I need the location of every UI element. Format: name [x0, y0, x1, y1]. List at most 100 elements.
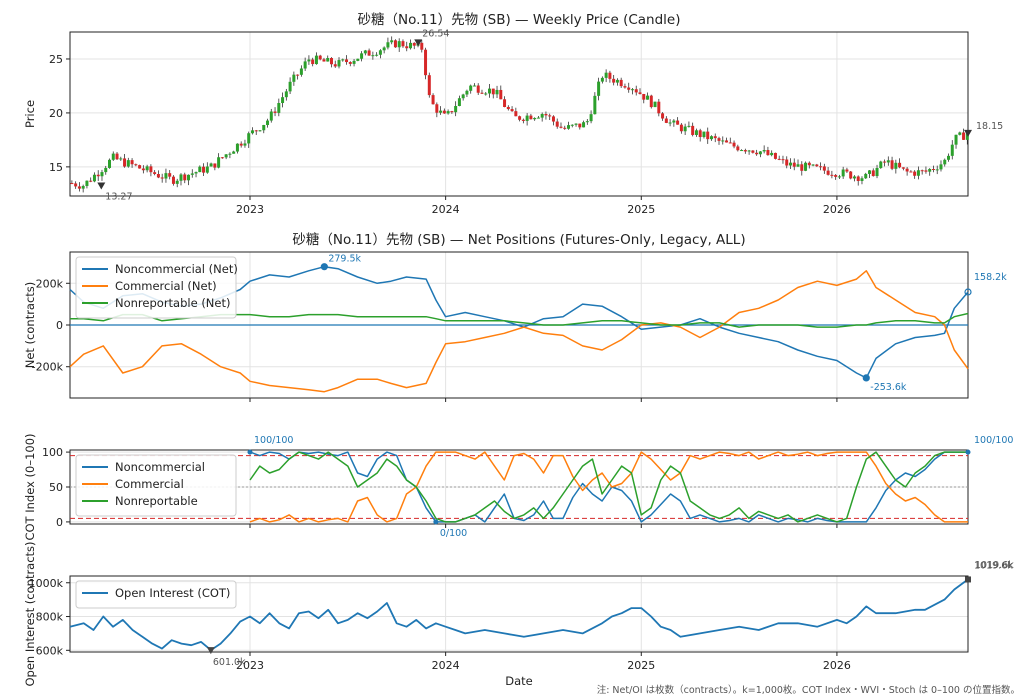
candle-body: [108, 159, 112, 168]
candle-body: [683, 126, 687, 132]
extreme-annotation: -253.6k: [870, 382, 907, 393]
candle-body: [171, 176, 175, 184]
candle-body: [288, 81, 292, 92]
candle-body: [664, 118, 668, 123]
candle-body: [913, 171, 917, 176]
candle-body: [228, 153, 232, 155]
candle-body: [375, 54, 379, 56]
candle-body: [597, 81, 601, 96]
candle-body: [879, 161, 883, 168]
candle-body: [740, 150, 744, 152]
chart-title: 砂糖（No.11）先物 (SB) — Net Positions (Future…: [292, 232, 745, 248]
candle-body: [905, 168, 909, 172]
candle-body: [273, 111, 277, 113]
candle-body: [70, 183, 74, 185]
candle-body: [74, 183, 78, 187]
extreme-marker: [964, 129, 972, 137]
candle-body: [307, 59, 311, 62]
candle-body: [657, 101, 661, 114]
candle-body: [849, 171, 853, 179]
candle-body: [630, 89, 634, 91]
candle-body: [837, 176, 841, 178]
extreme-annotation: 279.5k: [328, 254, 361, 265]
candle-body: [115, 153, 119, 160]
candle-body: [551, 116, 555, 122]
candle-body: [777, 158, 781, 160]
candle-body: [563, 127, 567, 129]
candle-body: [725, 140, 729, 143]
candle-body: [800, 164, 804, 171]
candle-body: [96, 174, 100, 177]
candle-body: [958, 132, 962, 135]
x-axis-label: Date: [505, 674, 533, 688]
candle-body: [567, 125, 571, 129]
candle-body: [916, 170, 920, 176]
plot-frame: [69, 575, 969, 653]
candle-body: [314, 55, 318, 65]
candle-body: [544, 114, 548, 116]
candle-body: [585, 121, 589, 123]
y-tick-label: 800k: [36, 611, 64, 624]
candle-body: [676, 120, 680, 125]
candle-body: [499, 89, 503, 100]
y-tick-label: 100: [42, 446, 63, 459]
candle-body: [947, 155, 951, 160]
chart-title: 砂糖（No.11）先物 (SB) — Weekly Price (Candle): [358, 12, 681, 28]
candle-body: [333, 64, 337, 67]
candle-body: [687, 125, 691, 127]
candle-body: [536, 117, 540, 119]
legend-box: [75, 256, 237, 319]
extreme-marker: [206, 647, 215, 655]
candle-body: [525, 115, 529, 121]
candle-body: [205, 166, 209, 173]
y-tick-label: 0: [56, 319, 63, 332]
candle-body: [649, 95, 653, 108]
candle-body: [386, 42, 390, 48]
candle-body: [360, 53, 364, 59]
y-axis-label: Open Interest (contracts): [23, 541, 37, 686]
candle-body: [454, 106, 458, 113]
candle-body: [292, 74, 296, 82]
candle-body: [390, 40, 394, 43]
candle-body: [224, 154, 228, 158]
candle-body: [717, 138, 721, 141]
candle-body: [198, 166, 202, 173]
candle-body: [269, 111, 273, 121]
candle-body: [830, 174, 834, 176]
candle-body: [679, 124, 683, 132]
extreme-marker: [965, 576, 971, 583]
candle-body: [405, 46, 409, 49]
x-tick-label: 2026: [823, 659, 851, 672]
extreme-marker: [862, 374, 870, 382]
y-tick-label: 0: [56, 516, 63, 529]
candle-body: [100, 172, 104, 177]
candle-body: [533, 117, 537, 120]
candle-body: [318, 55, 322, 60]
candle-body: [179, 174, 183, 181]
candle-body: [747, 150, 751, 152]
candle-body: [156, 174, 160, 178]
candle-body: [822, 166, 826, 171]
candle-body: [439, 110, 443, 113]
y-axis-label: Net (contracts): [23, 282, 37, 369]
candle-body: [472, 85, 476, 87]
candle-body: [691, 125, 695, 135]
x-tick-label: 2025: [627, 659, 655, 672]
candle-body: [284, 91, 288, 98]
extreme-marker: [433, 519, 439, 525]
candle-body: [266, 120, 270, 126]
candle-body: [702, 131, 706, 138]
candle-body: [247, 133, 251, 144]
candle-body: [672, 120, 676, 123]
extreme-annotation: 100/100: [974, 435, 1013, 446]
candle-body: [965, 133, 969, 140]
candle-body: [484, 93, 488, 95]
candle-body: [382, 47, 386, 51]
legend-entry: Open Interest (COT): [115, 586, 230, 600]
x-tick-label: 2023: [236, 203, 264, 216]
candle-body: [514, 111, 518, 117]
candle-body: [578, 123, 582, 128]
